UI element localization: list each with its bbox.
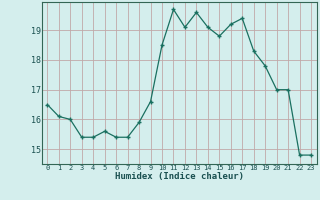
X-axis label: Humidex (Indice chaleur): Humidex (Indice chaleur): [115, 172, 244, 181]
